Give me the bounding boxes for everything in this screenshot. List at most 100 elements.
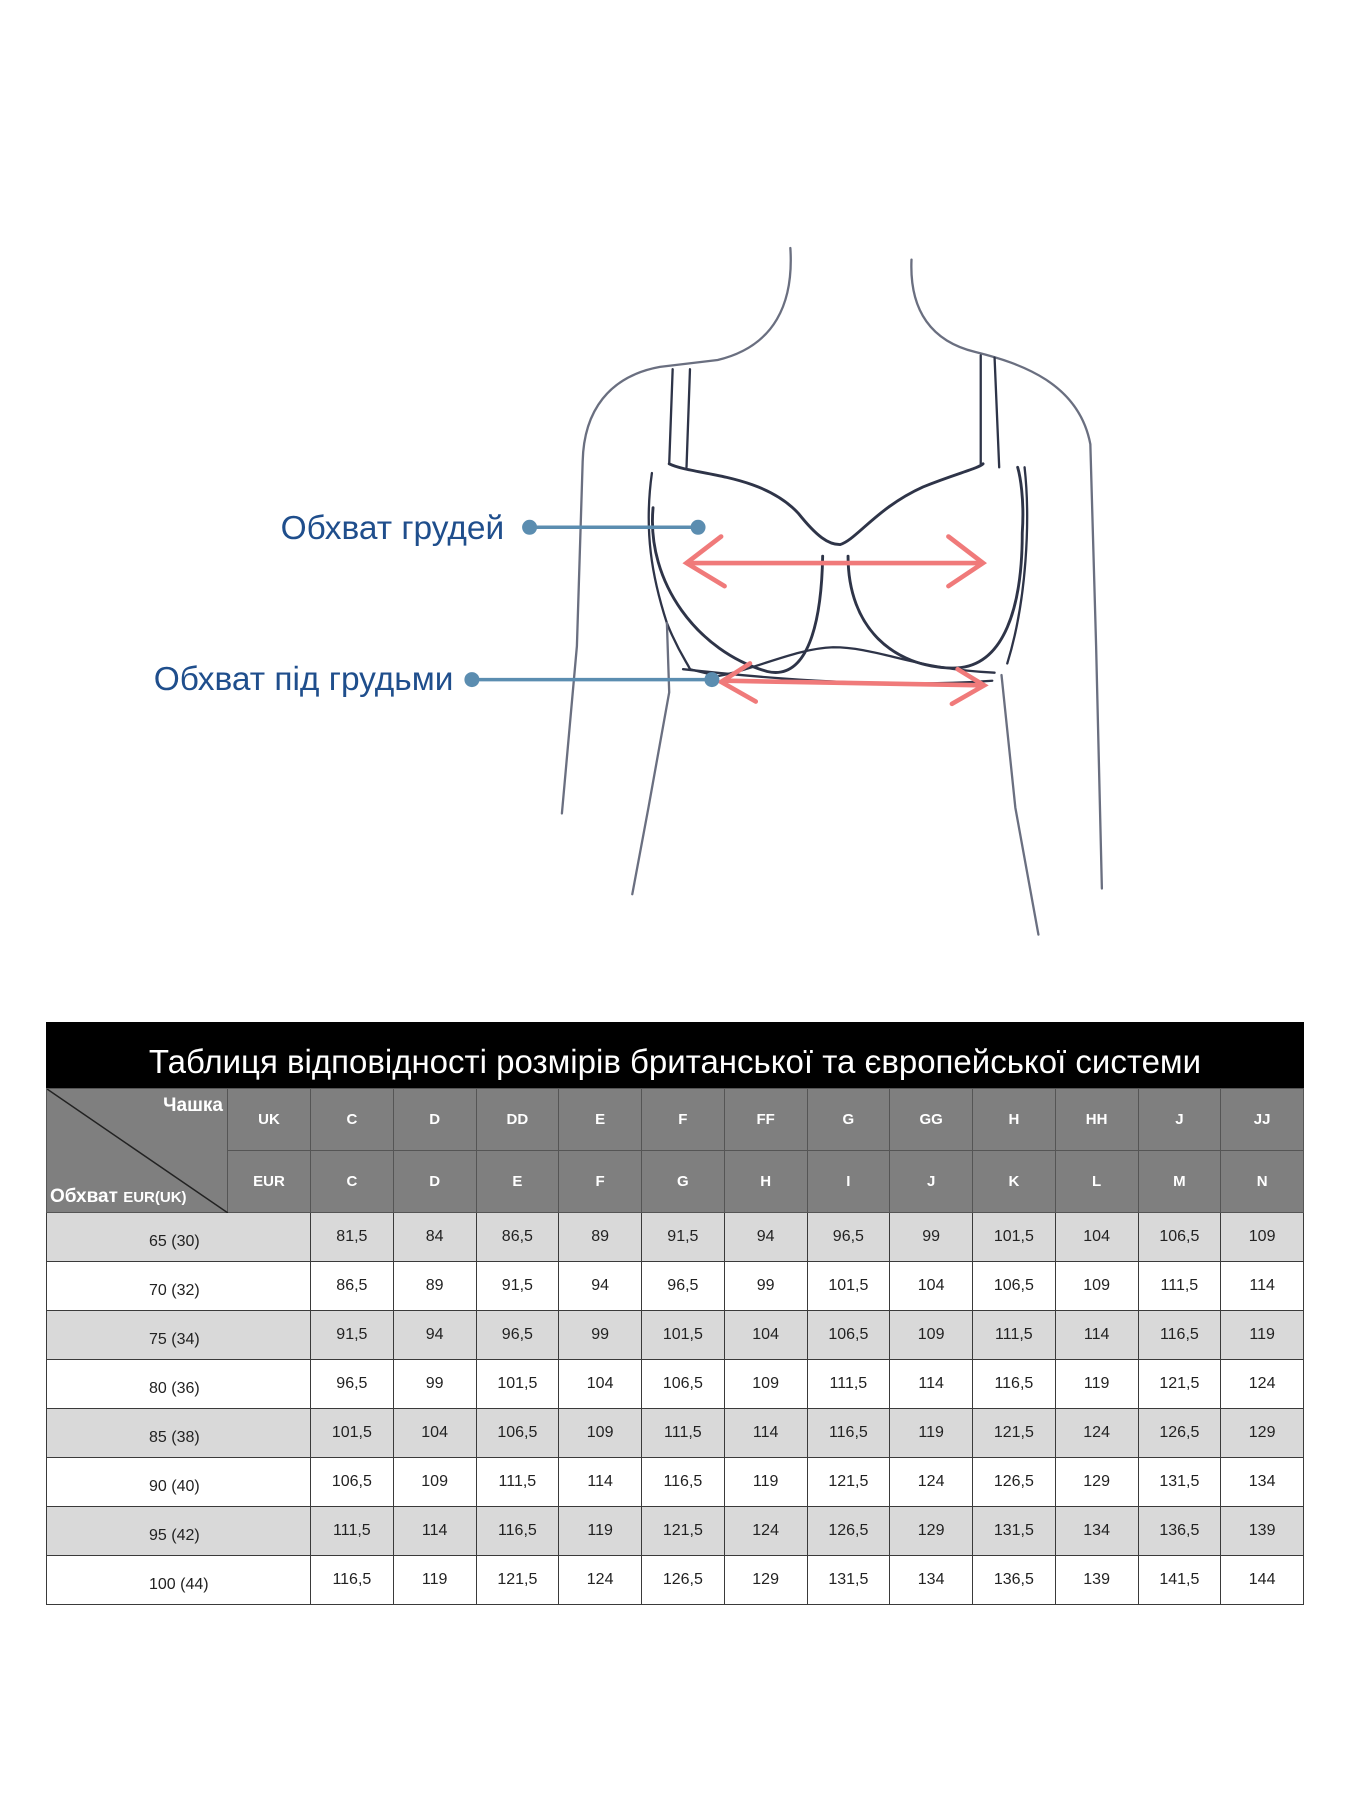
- bust-value-cell: 116,5: [972, 1359, 1056, 1409]
- bust-value-cell: 109: [1220, 1212, 1304, 1262]
- bust-label: Обхват грудей: [281, 510, 505, 547]
- bust-value-cell: 126,5: [1137, 1408, 1222, 1458]
- size-conversion-table: Таблиця відповідності розмірів британськ…: [46, 1022, 1304, 1605]
- uk-cup-header: JJ: [1220, 1088, 1304, 1151]
- bust-value-cell: 111,5: [641, 1408, 725, 1458]
- bust-value-cell: 126,5: [806, 1506, 891, 1556]
- bust-value-cell: 109: [392, 1457, 477, 1507]
- bust-value-cell: 96,5: [641, 1261, 725, 1311]
- bust-value-cell: 89: [558, 1212, 642, 1262]
- eur-cup-header: D: [392, 1150, 477, 1213]
- underbust-label: Обхват під грудьми: [154, 661, 454, 698]
- uk-cup-header: H: [972, 1088, 1056, 1151]
- bust-value-cell: 126,5: [641, 1555, 725, 1605]
- eur-cup-header: H: [723, 1150, 808, 1213]
- bust-value-cell: 101,5: [310, 1408, 394, 1458]
- band-label-system: EUR(UK): [123, 1189, 187, 1206]
- table-title: Таблиця відповідності розмірів британськ…: [46, 1022, 1304, 1088]
- bust-value-cell: 131,5: [972, 1506, 1056, 1556]
- bust-value-cell: 139: [1220, 1506, 1304, 1556]
- bust-value-cell: 101,5: [806, 1261, 891, 1311]
- bust-value-cell: 124: [723, 1506, 808, 1556]
- blank-cell: [227, 1212, 311, 1262]
- bust-arrow: [682, 534, 988, 589]
- bust-value-cell: 124: [889, 1457, 973, 1507]
- bust-value-cell: 116,5: [310, 1555, 394, 1605]
- band-size-cell: 75 (34): [46, 1310, 228, 1360]
- bust-value-cell: 114: [558, 1457, 642, 1507]
- uk-cup-header: GG: [889, 1088, 973, 1151]
- bust-value-cell: 81,5: [310, 1212, 394, 1262]
- bust-value-cell: 124: [1054, 1408, 1139, 1458]
- bust-value-cell: 121,5: [641, 1506, 725, 1556]
- bust-value-cell: 116,5: [1137, 1310, 1222, 1360]
- underbust-pointer: [464, 672, 720, 688]
- blank-cell: [227, 1359, 311, 1409]
- bust-value-cell: 104: [1054, 1212, 1139, 1262]
- band-size-cell: 90 (40): [46, 1457, 228, 1507]
- band-size-cell: 95 (42): [46, 1506, 228, 1556]
- bust-value-cell: 129: [1054, 1457, 1139, 1507]
- uk-system-label: UK: [227, 1088, 311, 1151]
- bust-value-cell: 119: [723, 1457, 808, 1507]
- band-size-cell: 80 (36): [46, 1359, 228, 1409]
- bust-value-cell: 131,5: [806, 1555, 891, 1605]
- band-label: Обхват EUR(UK): [50, 1186, 187, 1208]
- bust-value-cell: 124: [1220, 1359, 1304, 1409]
- bust-value-cell: 119: [392, 1555, 477, 1605]
- corner-header-cell: Чашка Обхват EUR(UK): [46, 1088, 228, 1213]
- bust-value-cell: 101,5: [641, 1310, 725, 1360]
- bust-value-cell: 111,5: [972, 1310, 1056, 1360]
- bust-value-cell: 94: [558, 1261, 642, 1311]
- blank-cell: [227, 1261, 311, 1311]
- uk-cup-header: F: [641, 1088, 725, 1151]
- eur-cup-header: F: [558, 1150, 642, 1213]
- table-row: 75 (34) 91,5 94 96,5 99 101,5 104 106,5 109 111,5…: [46, 1310, 1304, 1360]
- uk-cup-header: E: [558, 1088, 642, 1151]
- eur-cup-header: N: [1220, 1150, 1304, 1213]
- band-label-text: Обхват: [50, 1186, 118, 1207]
- bust-value-cell: 119: [889, 1408, 973, 1458]
- bust-value-cell: 116,5: [806, 1408, 891, 1458]
- bust-value-cell: 114: [723, 1408, 808, 1458]
- bust-value-cell: 134: [1220, 1457, 1304, 1507]
- bust-value-cell: 134: [889, 1555, 973, 1605]
- bust-value-cell: 84: [392, 1212, 477, 1262]
- band-size-cell: 70 (32): [46, 1261, 228, 1311]
- eur-cup-header: C: [310, 1150, 394, 1213]
- bust-value-cell: 144: [1220, 1555, 1304, 1605]
- bust-value-cell: 109: [723, 1359, 808, 1409]
- bust-value-cell: 89: [392, 1261, 477, 1311]
- bust-value-cell: 121,5: [1137, 1359, 1222, 1409]
- bust-value-cell: 99: [889, 1212, 973, 1262]
- bust-value-cell: 111,5: [310, 1506, 394, 1556]
- bust-value-cell: 96,5: [475, 1310, 560, 1360]
- bust-value-cell: 116,5: [641, 1457, 725, 1507]
- bust-value-cell: 134: [1054, 1506, 1139, 1556]
- bust-value-cell: 136,5: [1137, 1506, 1222, 1556]
- eur-cup-header: L: [1054, 1150, 1139, 1213]
- bust-value-cell: 91,5: [310, 1310, 394, 1360]
- bust-value-cell: 106,5: [806, 1310, 891, 1360]
- bust-value-cell: 129: [723, 1555, 808, 1605]
- bust-value-cell: 86,5: [310, 1261, 394, 1311]
- blank-cell: [227, 1506, 311, 1556]
- table-row: 65 (30) 81,5 84 86,5 89 91,5 94 96,5 99 101,5 104 1…: [46, 1212, 1304, 1262]
- eur-system-label: EUR: [227, 1150, 311, 1213]
- bust-value-cell: 106,5: [310, 1457, 394, 1507]
- bust-value-cell: 131,5: [1137, 1457, 1222, 1507]
- bust-value-cell: 106,5: [972, 1261, 1056, 1311]
- bust-value-cell: 129: [889, 1506, 973, 1556]
- bust-value-cell: 121,5: [475, 1555, 560, 1605]
- bust-value-cell: 106,5: [1137, 1212, 1222, 1262]
- table-row: 85 (38) 101,5 104 106,5 109 111,5 114 116,5 119 1…: [46, 1408, 1304, 1458]
- bust-value-cell: 119: [558, 1506, 642, 1556]
- bust-value-cell: 111,5: [1137, 1261, 1222, 1311]
- bust-value-cell: 96,5: [806, 1212, 891, 1262]
- table-row: 100 (44) 116,5 119 121,5 124 126,5 129 131,5 134…: [46, 1555, 1304, 1605]
- bust-value-cell: 139: [1054, 1555, 1139, 1605]
- blank-cell: [227, 1457, 311, 1507]
- table-row: 95 (42) 111,5 114 116,5 119 121,5 124 126,5 129 1…: [46, 1506, 1304, 1556]
- bust-value-cell: 119: [1054, 1359, 1139, 1409]
- bust-value-cell: 104: [558, 1359, 642, 1409]
